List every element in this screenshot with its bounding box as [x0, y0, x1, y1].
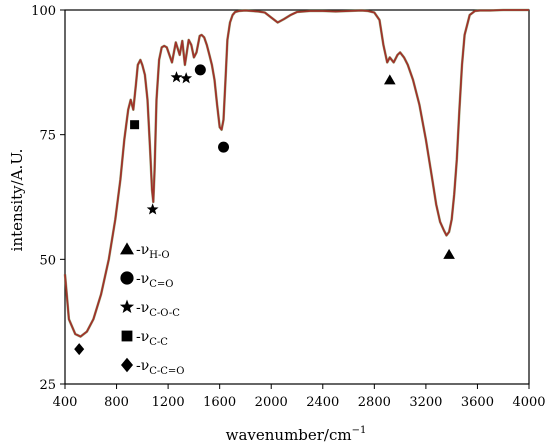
- x-tick-label: 2000: [255, 395, 288, 410]
- x-tick-label: 1200: [152, 395, 185, 410]
- legend-marker-triangle: [120, 242, 134, 255]
- peak-marker-triangle: [443, 248, 455, 259]
- legend-entry-prefix: -ν: [136, 242, 149, 258]
- x-axis-label: wavenumber/cm−1: [226, 425, 367, 444]
- peak-marker-star: [180, 72, 193, 84]
- peak-marker-circle: [218, 141, 230, 153]
- legend-entry-label: -νC-C: [136, 329, 168, 348]
- marker-layer: [74, 64, 455, 356]
- x-axis-label-superscript: −1: [352, 425, 367, 436]
- legend-entry-prefix: -ν: [136, 271, 149, 287]
- legend-entry-prefix: -ν: [136, 329, 149, 345]
- legend-entry-label: -νC-C=O: [136, 358, 185, 377]
- series-layer: [63, 8, 529, 338]
- legend-marker-diamond: [121, 357, 133, 373]
- peak-marker-circle: [194, 64, 206, 76]
- y-tick-label: 25: [39, 378, 56, 393]
- legend-entry-subscript: H-O: [149, 250, 169, 261]
- legend: -νH-O-νC=O-νC-O-C-νC-C-νC-C=O: [119, 242, 185, 377]
- legend-marker-circle: [120, 271, 134, 285]
- y-axis-label: intensity/A.U.: [8, 149, 26, 252]
- peak-marker-square: [130, 120, 140, 130]
- legend-entry-subscript: C-O-C: [149, 308, 180, 319]
- spectrum-line: [64, 9, 529, 338]
- x-tick-label: 400: [53, 395, 78, 410]
- x-tick-label: 2800: [358, 395, 391, 410]
- legend-entry-label: -νH-O: [136, 242, 170, 261]
- x-tick-label: 2400: [306, 395, 339, 410]
- legend-entry-label: -νC-O-C: [136, 300, 180, 319]
- peak-marker-star: [170, 71, 183, 83]
- legend-entry-subscript: C=O: [149, 279, 173, 290]
- x-tick-label: 3200: [409, 395, 442, 410]
- legend-marker-star: [119, 299, 135, 314]
- y-tick-label: 100: [31, 4, 56, 19]
- x-tick-label: 4000: [512, 395, 545, 410]
- x-axis-ticks: 400 800 1200 1600 2000 2400 2800 3200 3600 4000: [53, 384, 546, 410]
- peak-marker-star: [146, 203, 159, 215]
- y-tick-label: 75: [39, 129, 56, 144]
- x-tick-label: 1600: [203, 395, 236, 410]
- spectrum-line-shadow: [63, 8, 529, 338]
- x-axis-label-main: wavenumber/cm: [226, 426, 352, 444]
- y-axis-ticks: 25 50 75 100: [31, 4, 65, 393]
- peak-marker-triangle: [384, 74, 396, 85]
- plot-area-border: [64, 9, 530, 385]
- x-tick-label: 800: [104, 395, 129, 410]
- legend-entry-label: -νC=O: [136, 271, 173, 290]
- plot-frame: [64, 9, 530, 385]
- legend-entry-subscript: C-C: [149, 337, 168, 348]
- x-tick-label: 3600: [461, 395, 494, 410]
- peak-marker-diamond: [74, 343, 85, 356]
- legend-entry-prefix: -ν: [136, 358, 149, 374]
- legend-entry-prefix: -ν: [136, 300, 149, 316]
- legend-entry-subscript: C-C=O: [149, 366, 184, 377]
- y-tick-label: 50: [39, 253, 56, 268]
- legend-marker-square: [121, 330, 133, 342]
